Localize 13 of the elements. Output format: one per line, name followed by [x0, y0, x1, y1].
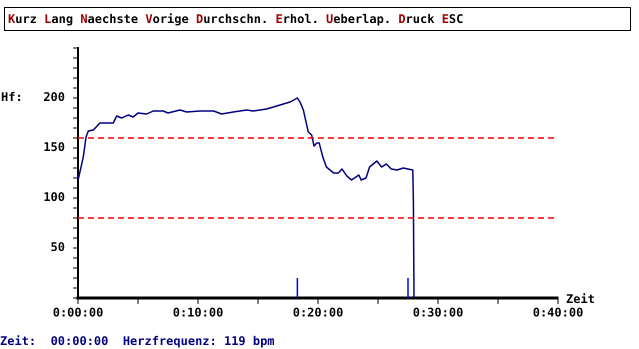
text: Zeit: 00:00:00 Herzfrequenz: 119 bpm	[0, 334, 275, 348]
x-axis-title: Zeit	[566, 292, 595, 306]
y-tick-label: 50	[50, 240, 65, 254]
x-tick-label: 0:30:00	[412, 305, 464, 320]
y-tick-label: 200	[43, 90, 65, 104]
y-tick-label: 150	[43, 140, 65, 154]
x-tick-label: 0:40:00	[532, 305, 584, 320]
y-axis-title: Hf:	[1, 90, 23, 104]
text: Kurz Lang Naechste Vorige Durchschn. Erhol. Ueberlap. Druck ESC	[8, 12, 464, 26]
x-tick-label: 0:20:00	[292, 305, 344, 320]
x-tick-label: 0:10:00	[172, 305, 224, 320]
y-tick-label: 100	[43, 190, 65, 204]
x-tick-label: 0:00:00	[52, 305, 104, 320]
